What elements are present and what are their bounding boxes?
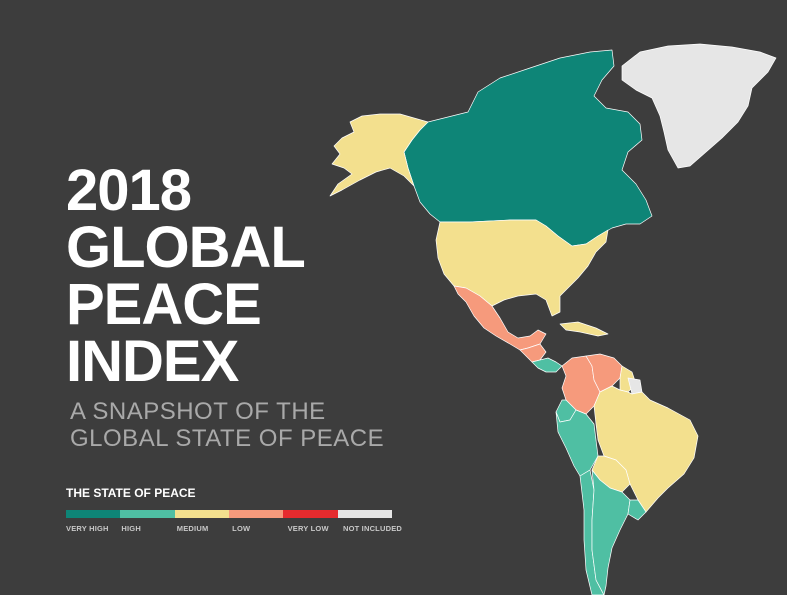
legend-swatch-high: [120, 510, 175, 518]
region-canada: [403, 49, 653, 247]
report-title: 2018 GLOBAL PEACE INDEX: [66, 158, 306, 394]
legend-label-low: LOW: [232, 524, 251, 533]
legend-swatch-very-low: [283, 510, 338, 518]
legend-swatch-very-high: [66, 510, 121, 518]
legend-label-very-low: VERY LOW: [287, 524, 329, 533]
region-peru: [555, 409, 599, 477]
title-line-global: GLOBAL: [66, 215, 306, 280]
legend-label-high: HIGH: [121, 524, 141, 533]
region-greenland: [621, 43, 777, 169]
report-subtitle: A SNAPSHOT OF THE GLOBAL STATE OF PEACE: [70, 398, 384, 452]
legend-color-bar: [66, 510, 392, 518]
region-argentina: [591, 469, 631, 595]
title-year: 2018: [66, 158, 192, 223]
legend-title: THE STATE OF PEACE: [66, 486, 196, 500]
region-cuba: [559, 321, 609, 337]
legend-swatch-medium: [174, 510, 229, 518]
legend-swatch-low: [228, 510, 284, 518]
title-line-peace: PEACE: [66, 272, 262, 337]
region-venezuela: [585, 353, 623, 393]
region-uruguay: [627, 499, 647, 521]
region-french-guiana: [627, 377, 643, 395]
subtitle-line-1: A SNAPSHOT OF THE: [70, 398, 326, 425]
subtitle-line-2: GLOBAL STATE OF PEACE: [70, 425, 385, 452]
title-line-index: INDEX: [66, 329, 239, 394]
legend-labels: VERY HIGH HIGH MEDIUM LOW VERY LOW NOT I…: [66, 524, 402, 533]
region-alaska: [329, 113, 429, 197]
legend: THE STATE OF PEACE VERY HIGH HIGH MEDIUM…: [66, 486, 402, 533]
region-central-america: [519, 343, 547, 363]
legend-label-medium: MEDIUM: [176, 524, 209, 533]
legend-label-very-high: VERY HIGH: [66, 524, 109, 533]
region-mexico: [453, 285, 547, 351]
legend-label-not-included: NOT INCLUDED: [342, 524, 403, 533]
legend-swatch-not-included: [337, 510, 392, 518]
